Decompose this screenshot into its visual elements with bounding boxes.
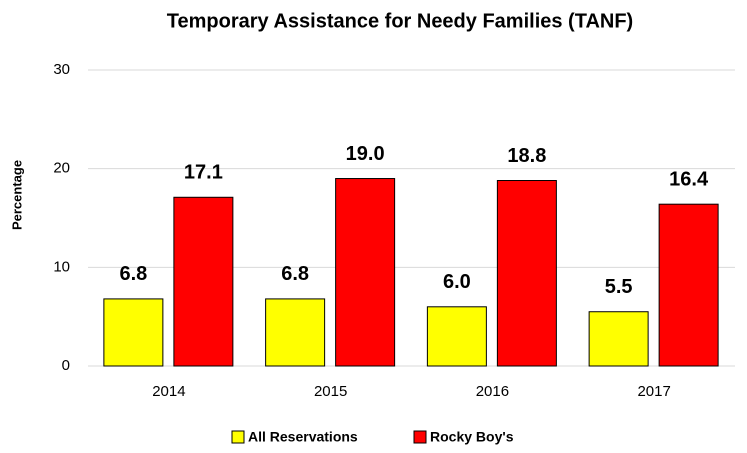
x-tick-label: 2015	[314, 383, 347, 400]
data-label: 5.5	[605, 276, 633, 298]
legend-swatch	[231, 430, 245, 444]
bar	[103, 298, 164, 367]
y-axis-label: Percentage	[9, 160, 24, 230]
x-tick-label: 2014	[152, 383, 185, 400]
chart-title: Temporary Assistance for Needy Families …	[167, 10, 633, 32]
x-tick-label: 2017	[637, 383, 670, 400]
data-label: 6.8	[281, 263, 309, 285]
y-tick-label: 0	[62, 357, 70, 374]
data-label: 6.0	[443, 271, 471, 293]
data-label: 19.0	[346, 143, 385, 165]
y-tick-label: 30	[53, 61, 70, 78]
data-label: 6.8	[119, 263, 147, 285]
bar	[658, 203, 719, 367]
bar	[496, 180, 557, 367]
y-tick-label: 10	[53, 258, 70, 275]
legend-label: Rocky Boy's	[430, 429, 514, 445]
data-label: 18.8	[507, 145, 546, 167]
bar	[173, 196, 234, 367]
x-tick-label: 2016	[476, 383, 509, 400]
bar	[265, 298, 326, 367]
y-tick-label: 20	[53, 160, 70, 177]
data-label: 16.4	[669, 168, 709, 190]
bar	[426, 306, 487, 367]
legend-label: All Reservations	[248, 429, 358, 445]
bar	[588, 311, 649, 367]
legend-swatch	[413, 430, 427, 444]
bar	[335, 178, 396, 367]
data-label: 17.1	[184, 162, 223, 184]
